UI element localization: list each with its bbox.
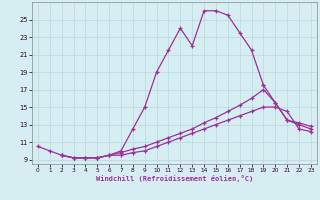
X-axis label: Windchill (Refroidissement éolien,°C): Windchill (Refroidissement éolien,°C) bbox=[96, 175, 253, 182]
